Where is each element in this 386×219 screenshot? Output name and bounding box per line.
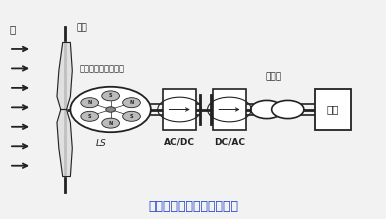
Circle shape bbox=[123, 111, 141, 121]
Text: DC/AC: DC/AC bbox=[214, 138, 245, 147]
Text: AC/DC: AC/DC bbox=[164, 138, 195, 147]
Text: S: S bbox=[88, 114, 91, 119]
Text: 桨叶: 桨叶 bbox=[76, 23, 87, 32]
Circle shape bbox=[123, 98, 141, 108]
Circle shape bbox=[70, 87, 151, 132]
Bar bbox=[213, 89, 246, 130]
Circle shape bbox=[102, 118, 119, 128]
Text: N: N bbox=[129, 100, 134, 105]
Circle shape bbox=[81, 111, 98, 121]
Circle shape bbox=[272, 101, 304, 118]
Circle shape bbox=[102, 91, 119, 101]
Polygon shape bbox=[57, 42, 72, 110]
Text: 多极永磁同步发电机: 多极永磁同步发电机 bbox=[80, 64, 125, 73]
Text: 升压变: 升压变 bbox=[266, 72, 281, 81]
Text: LS: LS bbox=[95, 138, 106, 148]
Bar bbox=[315, 90, 351, 129]
Text: N: N bbox=[88, 100, 92, 105]
Text: 直驱式风力发电机组示意图: 直驱式风力发电机组示意图 bbox=[148, 200, 238, 213]
Polygon shape bbox=[57, 110, 72, 177]
Text: N: N bbox=[108, 121, 113, 126]
Text: 风: 风 bbox=[9, 25, 15, 35]
Text: S: S bbox=[130, 114, 133, 119]
Bar bbox=[163, 89, 196, 130]
Circle shape bbox=[81, 98, 98, 108]
Circle shape bbox=[251, 101, 283, 118]
Text: S: S bbox=[109, 93, 112, 98]
Text: 电网: 电网 bbox=[327, 104, 339, 115]
Circle shape bbox=[106, 107, 115, 112]
